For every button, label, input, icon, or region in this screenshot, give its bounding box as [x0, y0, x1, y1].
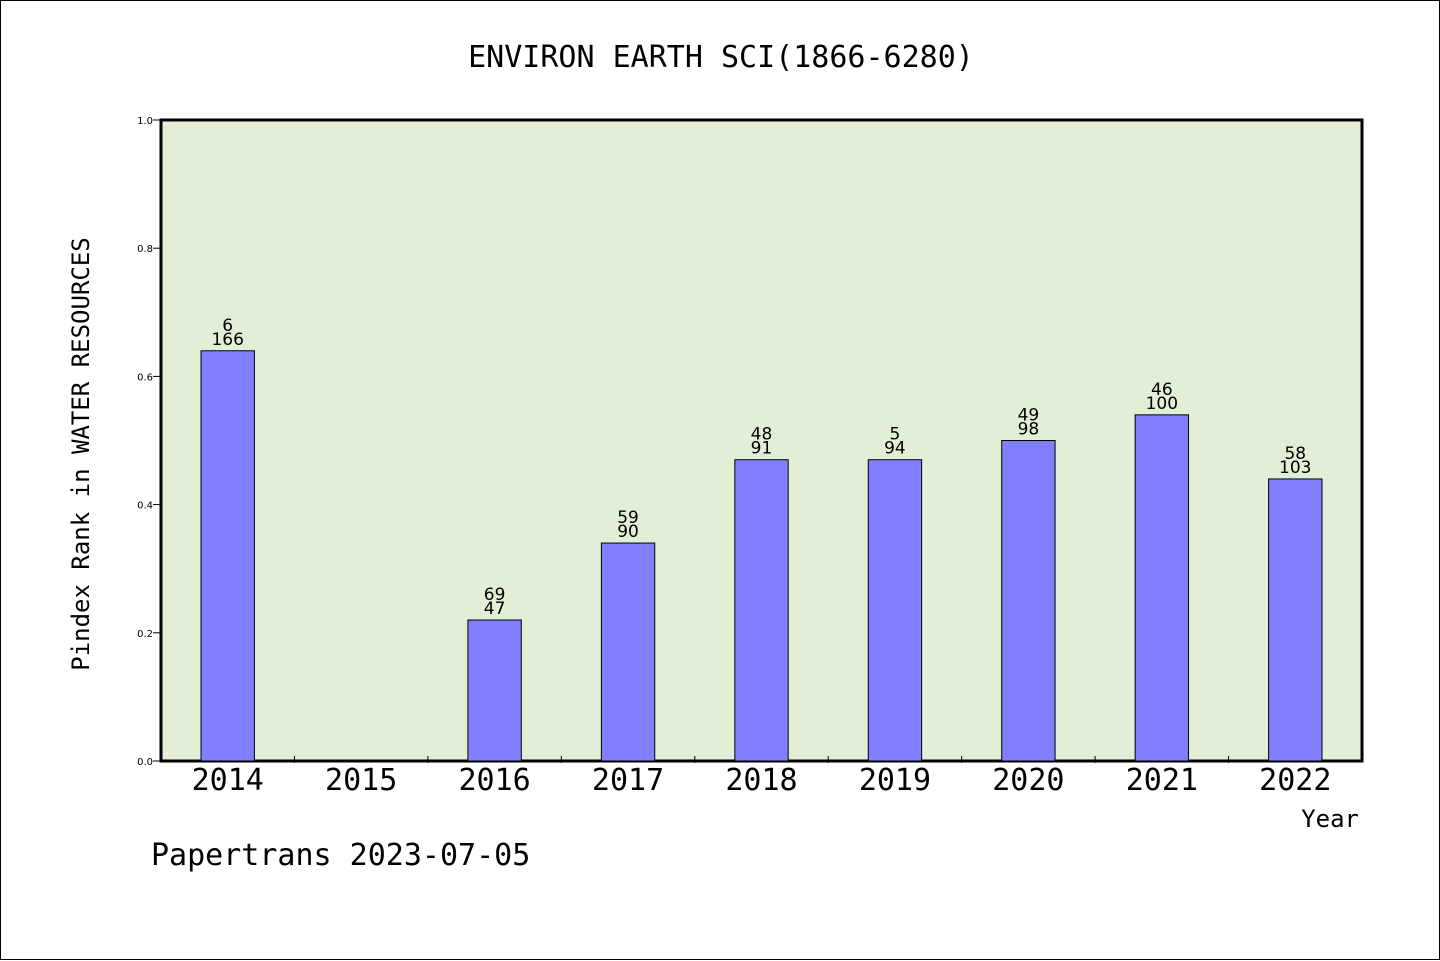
x-tick-label: 2016 — [458, 763, 530, 798]
bar-label-bottom: 47 — [484, 599, 506, 619]
footer-credit: Papertrans 2023-07-05 — [151, 838, 530, 873]
y-axis-label: Pindex Rank in WATER RESOURCES — [67, 237, 95, 670]
x-tick-label: 2017 — [592, 763, 664, 798]
bar-label-top: 49 — [1018, 406, 1040, 426]
x-tick-label: 2021 — [1126, 763, 1198, 798]
y-tick-label: 1.0 — [137, 116, 153, 127]
bar-label-top: 58 — [1284, 444, 1306, 464]
bar-label-top: 69 — [484, 585, 506, 605]
bar-label-bottom: 166 — [211, 330, 243, 350]
bar-label-top: 5 — [890, 425, 901, 445]
bar-label-top: 48 — [751, 425, 773, 445]
x-tick-label: 2019 — [859, 763, 931, 798]
bar-label-bottom: 100 — [1146, 394, 1178, 414]
y-tick-label: 0.6 — [137, 372, 153, 383]
bar-label-bottom: 94 — [884, 439, 906, 459]
y-tick-label: 0.0 — [137, 757, 153, 768]
x-tick-label: 2022 — [1259, 763, 1331, 798]
bar-label-bottom: 90 — [617, 522, 639, 542]
x-tick-label: 2020 — [992, 763, 1064, 798]
y-tick-label: 0.8 — [137, 244, 153, 255]
y-tick-label: 0.4 — [137, 501, 153, 512]
ticks-layer: 0.0 0.2 0.4 0.6 0.8 1.0 2014 2015 2016 2017 2018 20… — [137, 116, 1331, 798]
bar — [467, 619, 522, 762]
bar-label-bottom: 103 — [1279, 458, 1311, 478]
bar — [600, 542, 656, 762]
bar-label-top: 59 — [617, 508, 639, 528]
bar-label-top: 46 — [1151, 380, 1173, 400]
bar — [200, 350, 255, 762]
chart-title: ENVIRON EARTH SCI(1866-6280) — [468, 40, 974, 75]
x-axis-label: Year — [1301, 805, 1359, 833]
x-tick-label: 2015 — [325, 763, 397, 798]
x-tick-label: 2014 — [192, 763, 264, 798]
bar — [1268, 478, 1323, 762]
bar — [1134, 414, 1190, 762]
bar-label-bottom: 91 — [751, 439, 773, 459]
bar — [734, 459, 789, 762]
bar — [867, 459, 923, 762]
x-tick-label: 2018 — [725, 763, 797, 798]
y-tick-label: 0.2 — [137, 629, 153, 640]
bar-label-top: 6 — [222, 316, 233, 336]
bar-label-bottom: 98 — [1018, 420, 1040, 440]
bar — [1001, 440, 1056, 762]
